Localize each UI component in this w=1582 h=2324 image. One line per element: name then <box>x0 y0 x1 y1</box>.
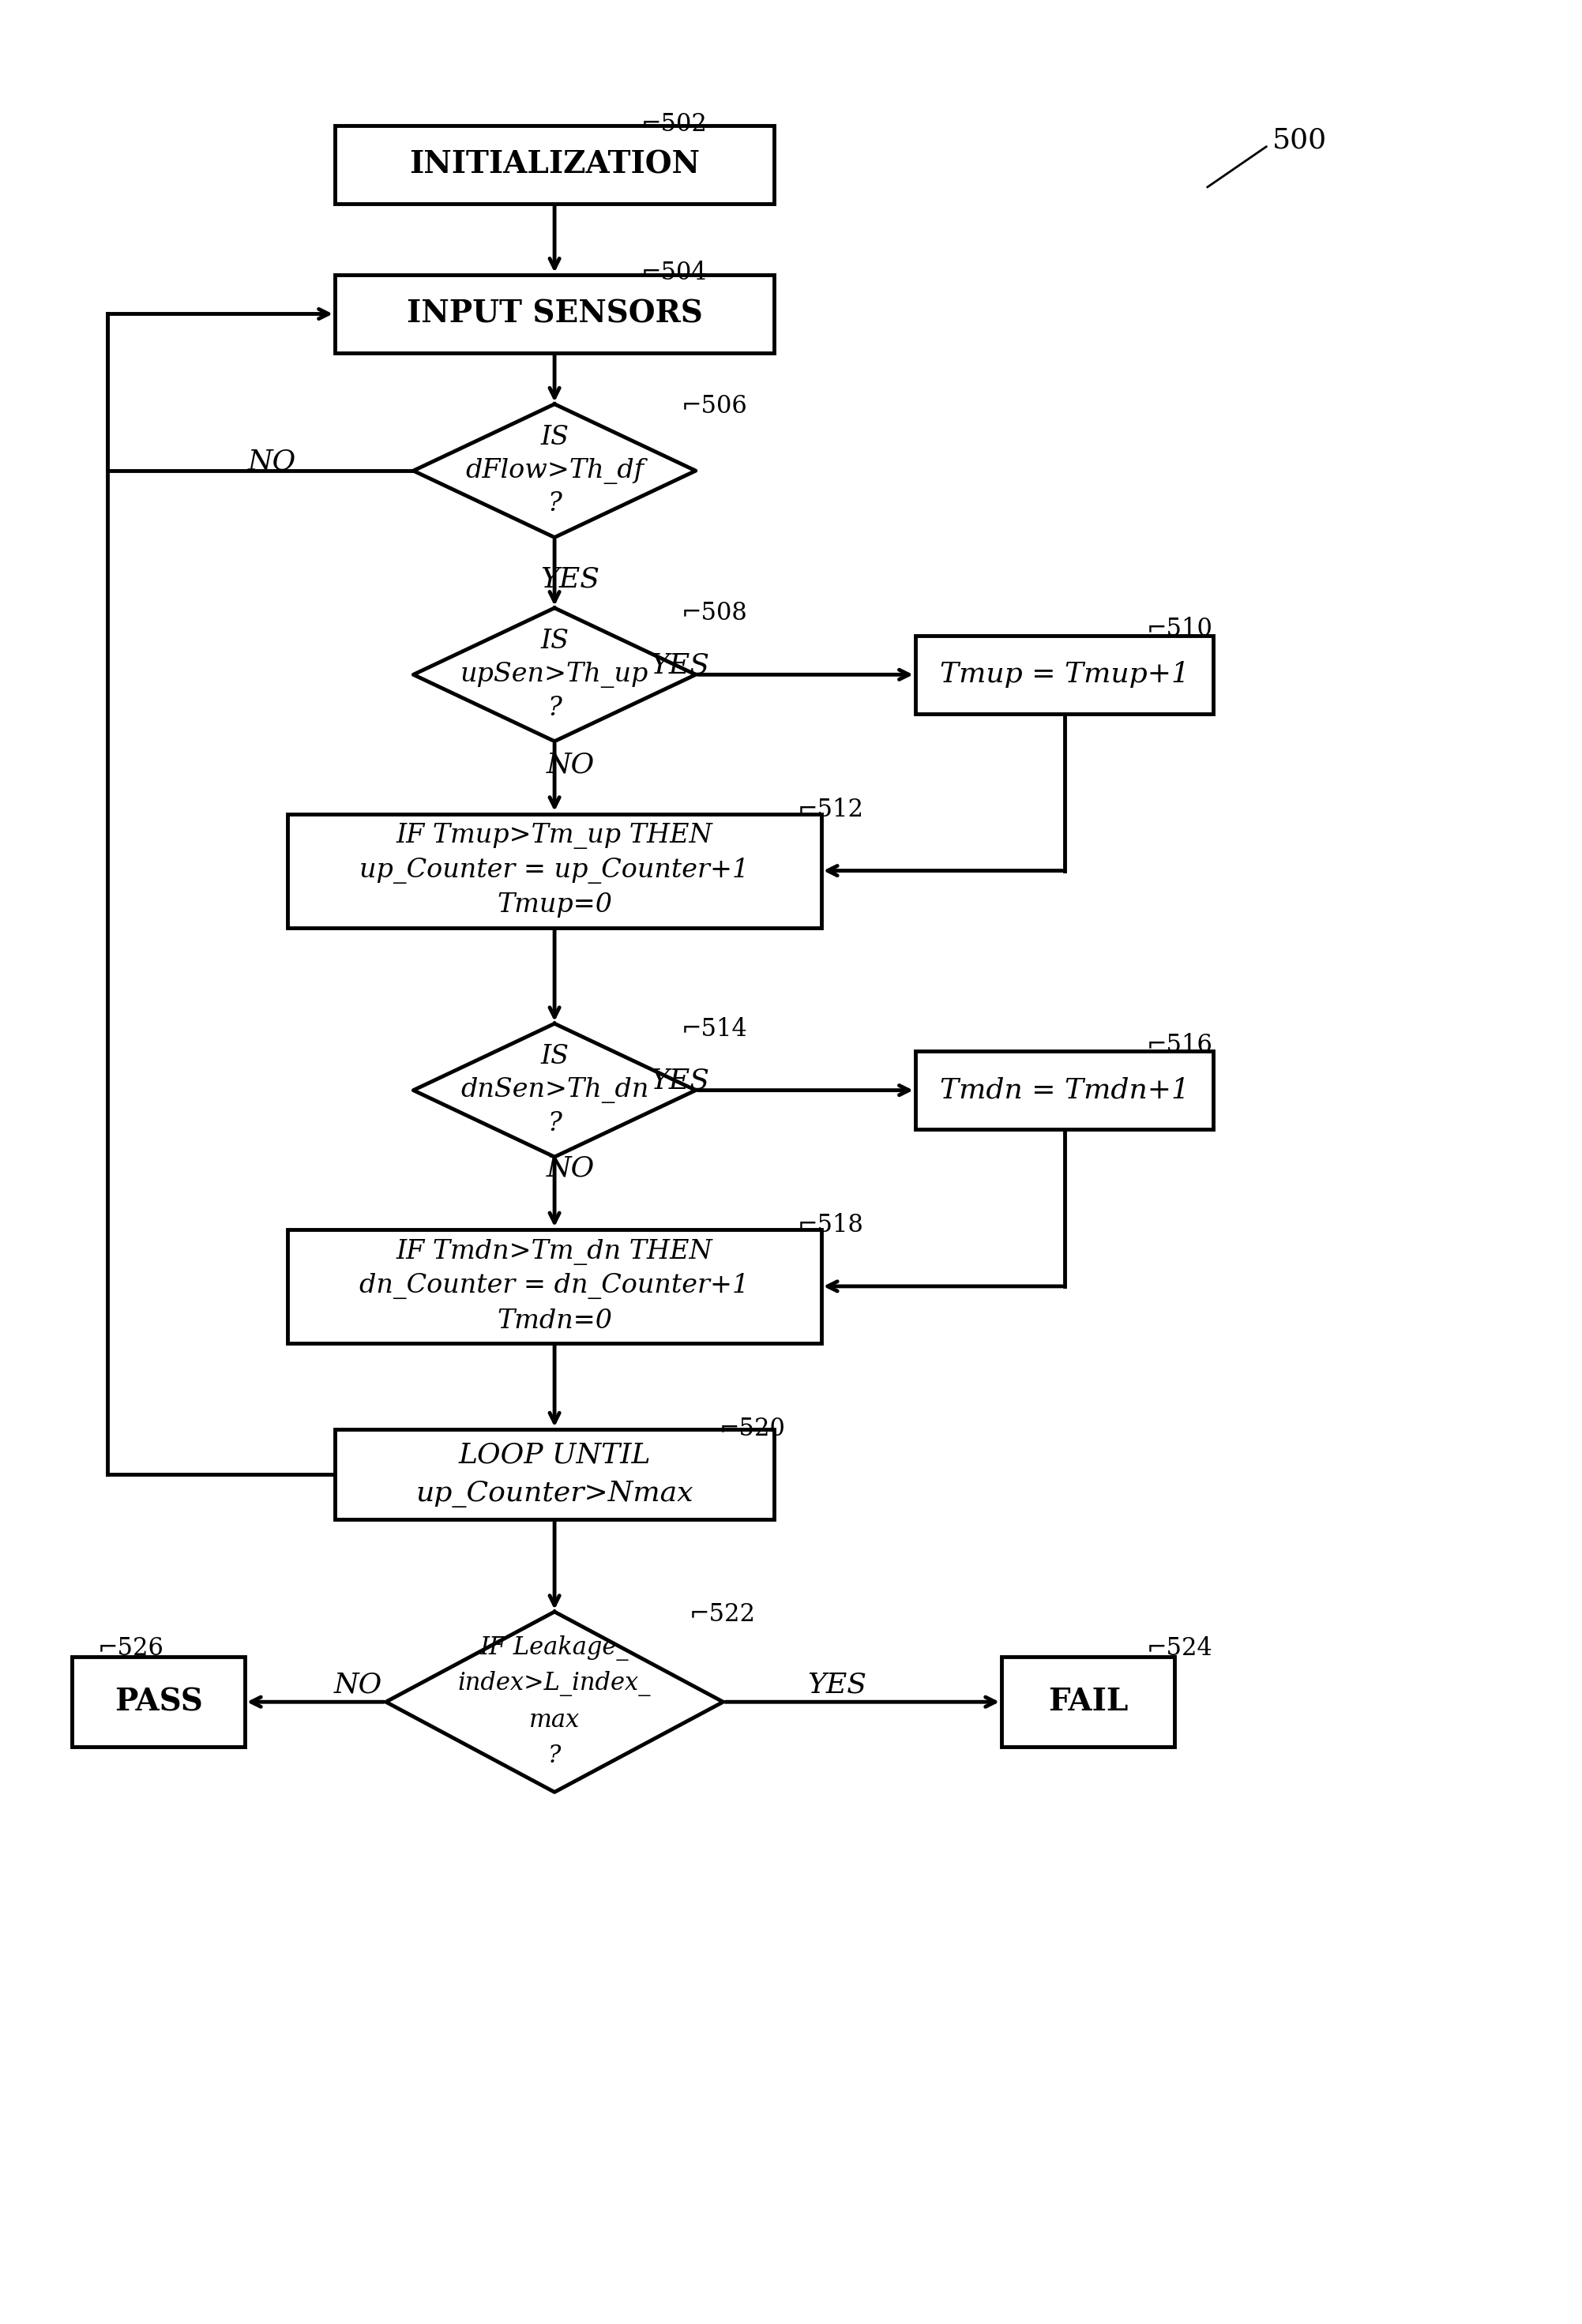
Text: ?: ? <box>547 1743 562 1769</box>
Text: up_Counter>Nmax: up_Counter>Nmax <box>416 1480 693 1508</box>
Bar <box>288 1229 821 1343</box>
Text: IS: IS <box>541 425 570 451</box>
Bar <box>916 1050 1213 1129</box>
Text: PASS: PASS <box>114 1687 202 1717</box>
Text: ⌐508: ⌐508 <box>682 602 748 625</box>
Bar <box>73 1657 245 1748</box>
Text: NO: NO <box>546 751 595 779</box>
Polygon shape <box>413 609 696 741</box>
Text: LOOP UNTIL: LOOP UNTIL <box>459 1441 650 1469</box>
Bar <box>335 125 774 205</box>
Text: INITIALIZATION: INITIALIZATION <box>410 149 699 179</box>
Text: ⌐512: ⌐512 <box>797 797 864 823</box>
Text: Tmdn = Tmdn+1: Tmdn = Tmdn+1 <box>940 1076 1190 1104</box>
Text: ⌐514: ⌐514 <box>682 1018 748 1041</box>
Text: NO: NO <box>546 1155 595 1183</box>
Text: ⌐518: ⌐518 <box>797 1213 864 1236</box>
Text: ⌐502: ⌐502 <box>641 112 707 137</box>
Text: ?: ? <box>547 695 562 720</box>
Polygon shape <box>413 404 696 537</box>
Text: YES: YES <box>650 1067 710 1095</box>
Text: index>L_index_: index>L_index_ <box>457 1671 652 1697</box>
Text: YES: YES <box>807 1671 867 1699</box>
Text: max: max <box>528 1708 581 1731</box>
Text: ⌐520: ⌐520 <box>720 1418 786 1441</box>
Polygon shape <box>386 1613 723 1792</box>
Bar <box>288 813 821 927</box>
Text: ⌐522: ⌐522 <box>690 1601 756 1627</box>
Text: IS: IS <box>541 1043 570 1069</box>
Text: upSen>Th_up: upSen>Th_up <box>460 662 649 688</box>
Text: ⌐504: ⌐504 <box>641 260 707 286</box>
Text: dFlow>Th_df: dFlow>Th_df <box>465 458 644 483</box>
Bar <box>1001 1657 1174 1748</box>
Text: FAIL: FAIL <box>1047 1687 1128 1717</box>
Text: NO: NO <box>248 449 296 474</box>
Text: dn_Counter = dn_Counter+1: dn_Counter = dn_Counter+1 <box>359 1274 750 1299</box>
Text: ⌐510: ⌐510 <box>1147 616 1213 641</box>
Text: YES: YES <box>650 651 710 679</box>
Text: ⌐506: ⌐506 <box>682 395 748 418</box>
Text: ?: ? <box>547 1111 562 1136</box>
Bar <box>335 274 774 353</box>
Bar <box>335 1429 774 1520</box>
Text: NO: NO <box>334 1671 383 1699</box>
Text: INPUT SENSORS: INPUT SENSORS <box>407 300 702 330</box>
Text: dnSen>Th_dn: dnSen>Th_dn <box>460 1078 649 1104</box>
Text: 500: 500 <box>1272 125 1327 153</box>
Text: up_Counter = up_Counter+1: up_Counter = up_Counter+1 <box>359 858 750 883</box>
Text: IF Leakage_: IF Leakage_ <box>479 1636 630 1659</box>
Text: ?: ? <box>547 490 562 516</box>
Text: ⌐526: ⌐526 <box>98 1636 165 1662</box>
Text: YES: YES <box>541 565 600 593</box>
Bar <box>916 634 1213 713</box>
Text: Tmup = Tmup+1: Tmup = Tmup+1 <box>940 662 1190 688</box>
Text: IF Tmup>Tm_up THEN: IF Tmup>Tm_up THEN <box>396 823 713 848</box>
Text: IS: IS <box>541 630 570 653</box>
Text: IF Tmdn>Tm_dn THEN: IF Tmdn>Tm_dn THEN <box>396 1239 713 1264</box>
Text: ⌐516: ⌐516 <box>1147 1032 1213 1057</box>
Text: ⌐524: ⌐524 <box>1147 1636 1213 1662</box>
Polygon shape <box>413 1023 696 1157</box>
Text: Tmdn=0: Tmdn=0 <box>497 1308 612 1334</box>
Text: Tmup=0: Tmup=0 <box>497 892 612 918</box>
